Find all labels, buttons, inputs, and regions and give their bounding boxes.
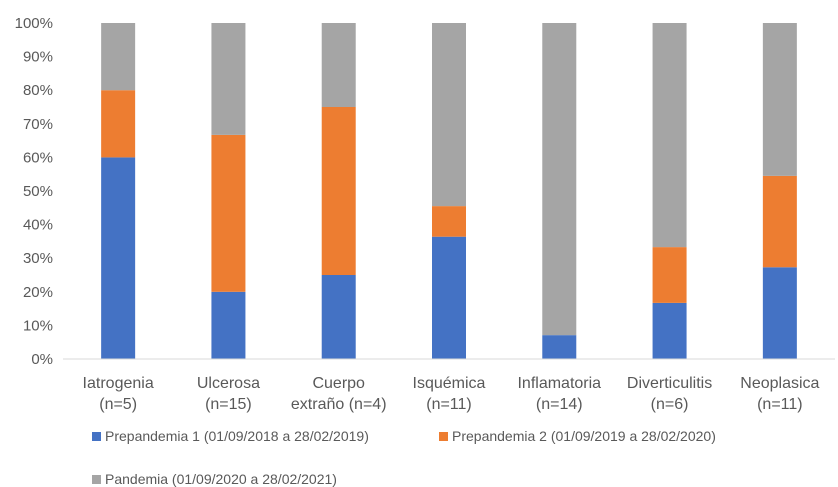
y-tick-label: 80% <box>23 82 53 99</box>
x-tick-label: Inflamatoria <box>517 375 601 392</box>
x-tick-label: (n=11) <box>426 396 472 413</box>
y-tick-label: 40% <box>23 217 53 234</box>
legend-label-pandemia: Pandemia (01/09/2020 a 28/02/2021) <box>105 471 337 487</box>
y-tick-label: 10% <box>23 317 53 334</box>
legend-swatch-prepandemia-2 <box>439 431 448 441</box>
x-tick-label: (n=6) <box>651 396 689 413</box>
bar-segment-2 <box>101 90 136 158</box>
bar-segment-1 <box>432 236 466 359</box>
bar-segment-2 <box>432 206 466 237</box>
bar-segment-1 <box>321 275 356 359</box>
bar-segment-1 <box>762 267 797 359</box>
x-tick-label: Neoplasica <box>740 375 819 392</box>
bar-segment-2 <box>321 107 356 275</box>
bar-segment-3 <box>321 23 356 107</box>
x-tick-label: Iatrogenia <box>83 375 154 392</box>
legend-item-prepandemia-1: Prepandemia 1 (01/09/2018 a 28/02/2019) <box>92 428 369 444</box>
bar-segment-3 <box>652 23 687 248</box>
bar-segment-2 <box>652 247 687 303</box>
x-tick-label: Isquémica <box>413 375 486 392</box>
y-tick-label: 90% <box>23 49 53 66</box>
bar-segment-3 <box>542 23 577 336</box>
x-tick-label: Cuerpo <box>312 375 365 392</box>
bar-segment-1 <box>211 291 246 359</box>
y-tick-label: 30% <box>23 250 53 267</box>
x-tick-label: Diverticulitis <box>627 375 712 392</box>
legend-swatch-pandemia <box>92 474 101 484</box>
bar-segment-1 <box>542 335 577 359</box>
bar-segment-2 <box>762 175 797 268</box>
y-tick-label: 70% <box>23 116 53 133</box>
bar-segment-3 <box>101 23 136 91</box>
bar-segment-2 <box>211 134 246 292</box>
x-tick-label: (n=11) <box>757 396 803 413</box>
legend-item-prepandemia-2: Prepandemia 2 (01/09/2019 a 28/02/2020) <box>439 428 716 444</box>
legend-swatch-prepandemia-1 <box>92 431 101 441</box>
stacked-bar-chart: 0% 10% 20% 30% 40% 50% 60% 70% 80% 90% 100% Iatroge… <box>15 15 835 413</box>
y-tick-label: 20% <box>23 284 53 301</box>
legend-item-pandemia: Pandemia (01/09/2020 a 28/02/2021) <box>92 471 337 487</box>
x-tick-label: (n=5) <box>99 396 137 413</box>
legend-label-prepandemia-2: Prepandemia 2 (01/09/2019 a 28/02/2020) <box>452 428 716 444</box>
y-tick-label: 100% <box>15 15 53 32</box>
bar-segment-3 <box>762 23 797 176</box>
x-tick-label: (n=14) <box>536 396 583 413</box>
bar-segment-1 <box>652 302 687 359</box>
bar-segment-1 <box>101 157 136 359</box>
y-tick-label: 50% <box>23 183 53 200</box>
y-tick-label: 60% <box>23 149 53 166</box>
legend-label-prepandemia-1: Prepandemia 1 (01/09/2018 a 28/02/2019) <box>105 428 369 444</box>
x-tick-label: extraño (n=4) <box>291 396 387 413</box>
x-tick-label: Ulcerosa <box>197 375 260 392</box>
y-tick-label: 0% <box>31 351 53 368</box>
x-tick-label: (n=15) <box>205 396 252 413</box>
bar-segment-3 <box>211 23 246 135</box>
bar-segment-3 <box>432 23 466 207</box>
